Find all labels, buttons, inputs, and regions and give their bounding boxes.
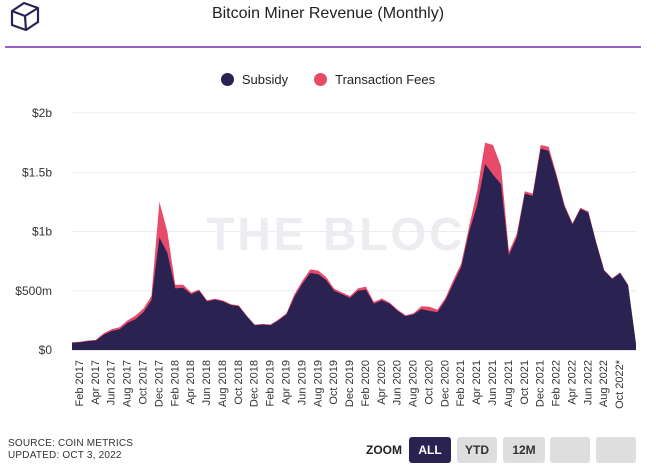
y-tick-label: $1b — [32, 225, 52, 239]
x-axis: Feb 2017 Apr 2017 Jun 2017 Aug 2017 Oct 2017… — [74, 359, 626, 409]
x-tick-label: Feb 2022 — [551, 360, 563, 406]
x-tick-label: Apr 2022 — [566, 360, 578, 405]
series-area-subsidy[interactable] — [72, 148, 636, 350]
x-tick-label: Apr 2017 — [90, 360, 102, 405]
legend-marker-transaction-fees — [314, 73, 328, 86]
x-tick-label: Aug 2017 — [122, 360, 134, 407]
legend: Subsidy Transaction Fees — [0, 72, 656, 87]
updated-text: UPDATED: OCT 3, 2022 — [8, 450, 122, 461]
x-tick-label: Aug 2020 — [408, 360, 420, 407]
x-tick-label: Aug 2021 — [503, 360, 515, 407]
x-tick-label: Feb 2018 — [169, 360, 181, 406]
x-tick-label: Feb 2020 — [360, 360, 372, 406]
zoom-extra-button-2[interactable] — [596, 437, 636, 463]
zoom-12m-button[interactable]: 12M — [503, 437, 545, 463]
x-tick-label: Aug 2018 — [217, 360, 229, 407]
title-divider — [5, 46, 641, 48]
x-tick-label: Dec 2018 — [249, 360, 261, 407]
zoom-all-button[interactable]: ALL — [409, 437, 451, 463]
y-tick-label: $500m — [15, 284, 52, 298]
watermark-text: THE BLOCK — [206, 208, 501, 260]
y-tick-label: $2b — [32, 106, 52, 120]
x-tick-label: Oct 2020 — [423, 360, 435, 405]
the-block-logo-icon[interactable] — [4, 0, 44, 32]
legend-item-subsidy[interactable]: Subsidy — [220, 72, 289, 87]
source-note: SOURCE: COIN METRICS UPDATED: OCT 3, 202… — [8, 438, 133, 462]
zoom-extra-button-1[interactable] — [550, 437, 590, 463]
legend-label-subsidy: Subsidy — [241, 72, 289, 87]
x-tick-label: Aug 2019 — [312, 360, 324, 407]
x-tick-label: Feb 2017 — [74, 360, 86, 406]
x-tick-label: Apr 2021 — [471, 360, 483, 405]
x-tick-label: Jun 2022 — [582, 360, 594, 405]
x-tick-label: Jun 2020 — [392, 360, 404, 405]
x-tick-label: Jun 2018 — [201, 360, 213, 405]
y-axis: $0 $500m $1b $1.5b $2b — [15, 106, 52, 357]
x-tick-label: Oct 2022* — [614, 359, 626, 409]
x-tick-label: Dec 2017 — [153, 360, 165, 407]
x-tick-label: Dec 2019 — [344, 360, 356, 407]
x-tick-label: Oct 2021 — [519, 360, 531, 405]
zoom-label: ZOOM — [366, 443, 402, 457]
x-tick-label: Oct 2019 — [328, 360, 340, 405]
chart-title: Bitcoin Miner Revenue (Monthly) — [211, 5, 445, 22]
x-tick-label: Dec 2021 — [535, 360, 547, 407]
y-tick-label: $1.5b — [22, 165, 52, 179]
x-tick-label: Apr 2018 — [185, 360, 197, 405]
x-tick-label: Jun 2017 — [106, 360, 118, 405]
x-tick-label: Oct 2018 — [233, 360, 245, 405]
stacked-area-chart[interactable]: THE BLOCK $0 $500m $1b $1.5b $2b Feb 2017 Apr… — [0, 95, 656, 432]
x-tick-label: Feb 2021 — [455, 360, 467, 406]
x-tick-label: Apr 2019 — [280, 360, 292, 405]
source-text: SOURCE: COIN METRICS — [8, 438, 134, 449]
x-tick-label: Oct 2017 — [137, 360, 149, 405]
y-tick-label: $0 — [39, 343, 53, 357]
legend-label-transaction-fees: Transaction Fees — [335, 72, 436, 87]
x-tick-label: Dec 2020 — [439, 360, 451, 407]
zoom-ytd-button[interactable]: YTD — [457, 437, 497, 463]
x-tick-label: Jun 2019 — [296, 360, 308, 405]
x-tick-label: Feb 2019 — [265, 360, 277, 406]
legend-marker-subsidy — [220, 73, 234, 86]
x-tick-label: Apr 2020 — [376, 360, 388, 405]
x-tick-label: Aug 2022 — [598, 360, 610, 407]
x-tick-label: Jun 2021 — [487, 360, 499, 405]
legend-item-transaction-fees[interactable]: Transaction Fees — [314, 72, 435, 87]
